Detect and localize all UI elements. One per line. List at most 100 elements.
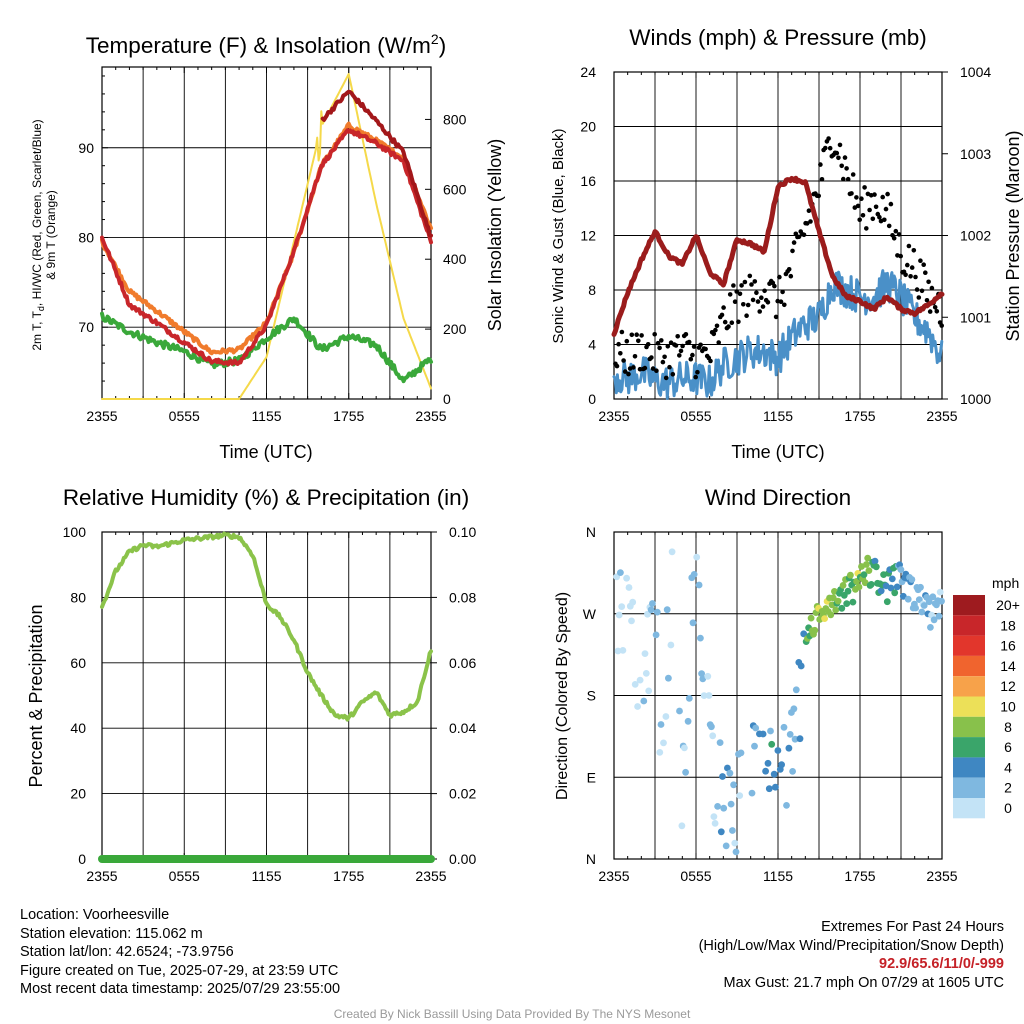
direction-point <box>685 694 693 702</box>
winds-gust-point <box>754 290 759 296</box>
direction-point <box>689 619 697 627</box>
direction-point <box>927 624 934 631</box>
winds-gust-point <box>849 191 854 196</box>
direction-point <box>726 769 734 777</box>
direction-point <box>893 583 901 591</box>
direction-xtick-label: 2355 <box>926 868 957 884</box>
winds-gust-point <box>755 299 761 304</box>
winds-gust-point <box>690 352 695 358</box>
winds-gust-point <box>634 332 639 338</box>
direction-point <box>699 675 707 683</box>
direction-point <box>737 749 745 757</box>
temperature-title: Temperature (F) & Insolation (W/m2) <box>86 31 446 58</box>
winds-gust-point <box>662 354 667 360</box>
humidity-ytick-label: 60 <box>70 655 86 671</box>
winds-gust-point <box>880 194 885 200</box>
winds-gust-point <box>806 208 812 213</box>
winds-gust-point <box>742 279 748 285</box>
temperature-xlabel: Time (UTC) <box>219 442 312 462</box>
direction-point <box>656 749 664 756</box>
speed-legend: mph 20+ 18 16 14 12 10 8 6 4 2 0 <box>953 575 1020 819</box>
legend-label: 18 <box>1000 617 1016 633</box>
direction-point <box>697 634 704 642</box>
humidity-y2tick-label: 0.08 <box>449 589 476 605</box>
winds-gust-point <box>636 338 641 344</box>
direction-point <box>891 589 899 597</box>
winds-gust-point <box>780 289 785 295</box>
winds-y2tick-label: 1002 <box>960 228 991 244</box>
winds-gust-point <box>667 364 672 370</box>
winds-ytick-label: 20 <box>580 119 596 135</box>
extremes-values: 92.9/65.6/11/0/-999 <box>879 956 1004 973</box>
direction-point <box>899 592 907 600</box>
winds-gust-point <box>916 295 922 300</box>
direction-point <box>619 647 627 654</box>
direction-point <box>634 703 641 710</box>
temperature-xtick-label: 1755 <box>333 408 364 424</box>
winds-gust-point <box>683 332 689 337</box>
winds-pressure-line <box>611 175 945 337</box>
winds-gust-point <box>841 176 846 182</box>
humidity-xtick-label: 2355 <box>415 868 446 884</box>
direction-point <box>736 792 744 799</box>
winds-gust-point <box>624 338 630 344</box>
direction-point <box>920 602 928 609</box>
winds-gust-point <box>908 274 913 279</box>
legend-label: 12 <box>1000 678 1016 694</box>
direction-ytick-label: N <box>586 524 596 540</box>
winds-gust-point <box>677 353 682 358</box>
direction-point <box>783 802 790 809</box>
temperature-xtick-label: 0555 <box>169 408 200 424</box>
direction-point <box>864 554 872 562</box>
winds-ylabel: Sonic Wind & Gust (Blue, Black) <box>550 128 567 343</box>
direction-point <box>839 582 847 589</box>
direction-point <box>647 606 655 614</box>
legend-label: 8 <box>1004 719 1012 735</box>
winds-gust-point <box>626 371 631 377</box>
direction-point <box>668 548 676 556</box>
direction-point <box>821 615 828 622</box>
direction-point <box>855 583 863 591</box>
latlon-text: Station lat/lon: 42.6524; -73.9756 <box>20 944 234 961</box>
winds-xtick-label: 2355 <box>926 408 957 424</box>
direction-point <box>662 713 670 720</box>
winds-gust-point <box>621 358 626 363</box>
direction-point <box>681 744 688 752</box>
direction-point <box>676 707 683 715</box>
winds-gust-point <box>921 262 926 268</box>
legend-swatch <box>953 716 985 738</box>
winds-gust-point <box>736 319 741 325</box>
direction-point <box>698 670 705 677</box>
winds-gust-point <box>734 289 739 294</box>
winds-y2tick-label: 1000 <box>960 391 991 407</box>
direction-point <box>732 848 740 856</box>
winds-gust-point <box>808 219 813 224</box>
winds-gust-point <box>659 338 664 343</box>
temperature-y2tick-label: 200 <box>443 321 467 337</box>
winds-gust-point <box>891 236 897 241</box>
direction-point <box>904 595 912 603</box>
winds-gust-point <box>714 323 720 329</box>
direction-xtick-label: 0555 <box>680 868 711 884</box>
winds-gust-point <box>837 142 843 148</box>
winds-gust-point <box>698 342 703 348</box>
winds-gust-point <box>914 287 920 292</box>
temperature-ytick-label: 90 <box>78 140 94 156</box>
temperature-series-line <box>100 311 433 384</box>
direction-point <box>653 608 661 616</box>
winds-gust-point <box>845 176 851 182</box>
winds-gust-point <box>836 155 841 161</box>
direction-xtick-label: 2355 <box>598 868 629 884</box>
winds-gust-point <box>864 226 869 231</box>
legend-label: 20+ <box>996 597 1020 613</box>
winds-gust-point <box>844 166 849 171</box>
winds-gust-point <box>924 298 930 303</box>
winds-gust-point <box>918 258 923 264</box>
legend-swatch <box>953 737 985 758</box>
winds-gust-point <box>744 313 749 319</box>
winds-gust-point <box>839 163 844 169</box>
winds-gust-point <box>788 273 794 279</box>
direction-point <box>759 730 767 738</box>
winds-gust-point <box>872 192 877 197</box>
humidity-xtick-label: 2355 <box>86 868 117 884</box>
